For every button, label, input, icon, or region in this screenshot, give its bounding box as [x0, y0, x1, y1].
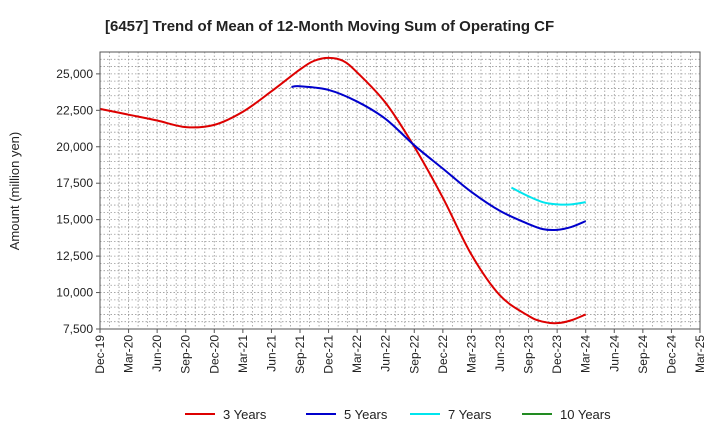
- series-lines: [99, 56, 587, 325]
- x-tick-label: Mar-23: [464, 335, 478, 373]
- x-tick-label: Sep-20: [179, 335, 193, 374]
- x-tick-label: Mar-21: [236, 335, 250, 373]
- x-tick-label: Dec-21: [322, 335, 336, 374]
- plot-frame: [99, 51, 701, 330]
- y-tick-label: 10,000: [56, 286, 93, 300]
- x-tick-label: Mar-25: [693, 335, 707, 373]
- x-tick-label: Dec-24: [664, 335, 678, 374]
- x-tick-label: Sep-21: [293, 335, 307, 374]
- x-tick-label: Jun-21: [264, 335, 278, 372]
- y-tick-label: 22,500: [56, 103, 93, 117]
- series-line-3-years: [99, 56, 587, 325]
- x-tick-label: Dec-22: [436, 335, 450, 374]
- x-tick-label: Jun-22: [379, 335, 393, 372]
- x-tick-label: Sep-22: [407, 335, 421, 374]
- legend-label-3-years: 3 Years: [223, 407, 267, 422]
- y-tick-label: 7,500: [63, 322, 93, 336]
- y-tick-label: 15,000: [56, 213, 93, 227]
- x-tick-label: Mar-24: [579, 335, 593, 373]
- x-tick-label: Mar-22: [350, 335, 364, 373]
- series-line-7-years: [510, 186, 586, 206]
- x-tick-label: Jun-20: [150, 335, 164, 372]
- chart-title: [6457] Trend of Mean of 12-Month Moving …: [105, 18, 554, 35]
- x-tick-label: Sep-24: [636, 335, 650, 374]
- legend: 3 Years 5 Years 7 Years 10 Years: [185, 407, 611, 422]
- x-tick-label: Dec-19: [93, 335, 107, 374]
- plot-area: [100, 52, 700, 329]
- x-tick-label: Dec-23: [550, 335, 564, 374]
- y-axis-ticks: 7,500 10,000 12,500 15,000 17,500 20,000 22,50…: [56, 67, 100, 336]
- x-tick-label: Jun-23: [493, 335, 507, 372]
- legend-label-5-years: 5 Years: [344, 407, 388, 422]
- y-tick-label: 20,000: [56, 140, 93, 154]
- y-axis-label: Amount (million yen): [7, 132, 22, 251]
- legend-label-10-years: 10 Years: [560, 407, 611, 422]
- y-tick-label: 12,500: [56, 249, 93, 263]
- y-tick-label: 25,000: [56, 67, 93, 81]
- y-tick-label: 17,500: [56, 176, 93, 190]
- gridlines: [99, 51, 701, 330]
- x-tick-label: Jun-24: [607, 335, 621, 372]
- x-tick-label: Mar-20: [122, 335, 136, 373]
- x-axis-ticks: Dec-19 Mar-20 Jun-20 Sep-20 Dec-20 Mar-21 Jun-…: [93, 329, 707, 374]
- x-tick-label: Sep-23: [522, 335, 536, 374]
- series-line-5-years: [291, 85, 587, 232]
- legend-label-7-years: 7 Years: [448, 407, 492, 422]
- x-tick-label: Dec-20: [207, 335, 221, 374]
